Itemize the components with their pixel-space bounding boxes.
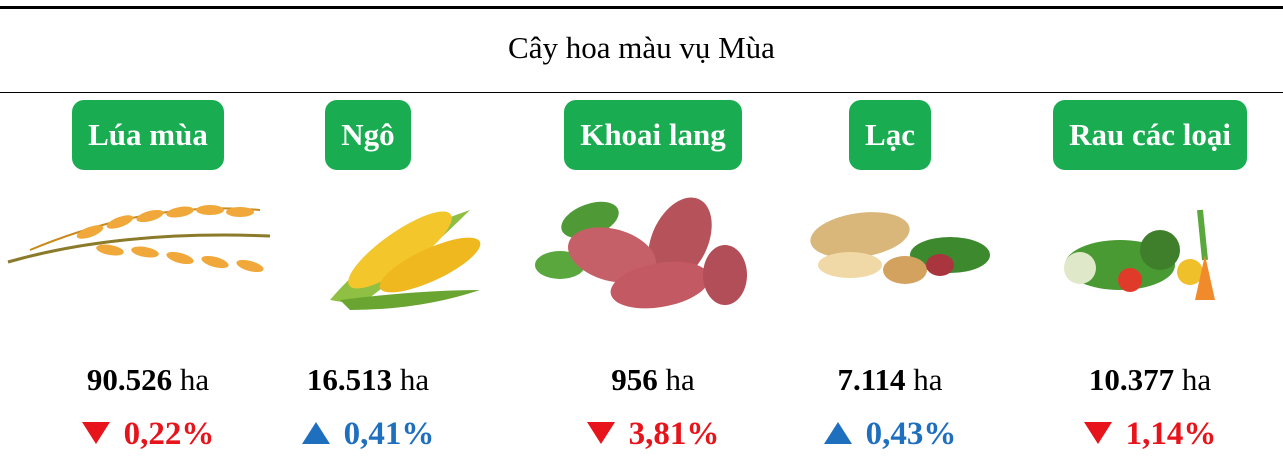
corn-image: [330, 200, 487, 310]
arrow-shape: [587, 422, 615, 444]
area-value: 16.513: [307, 362, 392, 397]
item-name: Lúa mùa: [72, 100, 224, 170]
item-change: 3,81%: [523, 416, 783, 453]
area-value: 7.114: [837, 362, 905, 397]
change-value: 3,81%: [629, 416, 720, 452]
area-unit: ha: [665, 362, 694, 397]
area-unit: ha: [400, 362, 429, 397]
change-arrow: [302, 420, 330, 446]
item-name: Khoai lang: [564, 100, 742, 170]
item-area: 7.114 ha: [760, 362, 1020, 398]
change-arrow: [82, 420, 110, 446]
area-value: 10.377: [1089, 362, 1174, 397]
item-change: 0,43%: [760, 416, 1020, 453]
arrow-shape: [302, 422, 330, 444]
change-value: 0,22%: [124, 416, 215, 452]
area-unit: ha: [1182, 362, 1211, 397]
area-unit: ha: [180, 362, 209, 397]
rice-image: [8, 205, 270, 275]
change-arrow: [824, 420, 852, 446]
item-area: 10.377 ha: [1020, 362, 1280, 398]
change-value: 0,43%: [866, 416, 957, 452]
item-area: 16.513 ha: [238, 362, 498, 398]
infographic: Cây hoa màu vụ Mùa: [0, 0, 1283, 472]
vegetables-image: [1064, 210, 1215, 300]
change-arrow: [1084, 420, 1112, 446]
item-name: Ngô: [325, 100, 410, 170]
item-area: 956 ha: [523, 362, 783, 398]
sweet-potato-image: [535, 187, 747, 315]
item-change: 0,41%: [238, 416, 498, 453]
arrow-shape: [82, 422, 110, 444]
arrow-shape: [1084, 422, 1112, 444]
item-name: Lạc: [849, 100, 931, 170]
arrow-shape: [824, 422, 852, 444]
change-value: 1,14%: [1126, 416, 1217, 452]
peanut-image: [807, 206, 990, 284]
area-value: 956: [611, 362, 658, 397]
change-value: 0,41%: [344, 416, 435, 452]
change-arrow: [587, 420, 615, 446]
item-name: Rau các loại: [1053, 100, 1247, 170]
item-change: 1,14%: [1020, 416, 1280, 453]
area-unit: ha: [913, 362, 942, 397]
area-value: 90.526: [87, 362, 172, 397]
